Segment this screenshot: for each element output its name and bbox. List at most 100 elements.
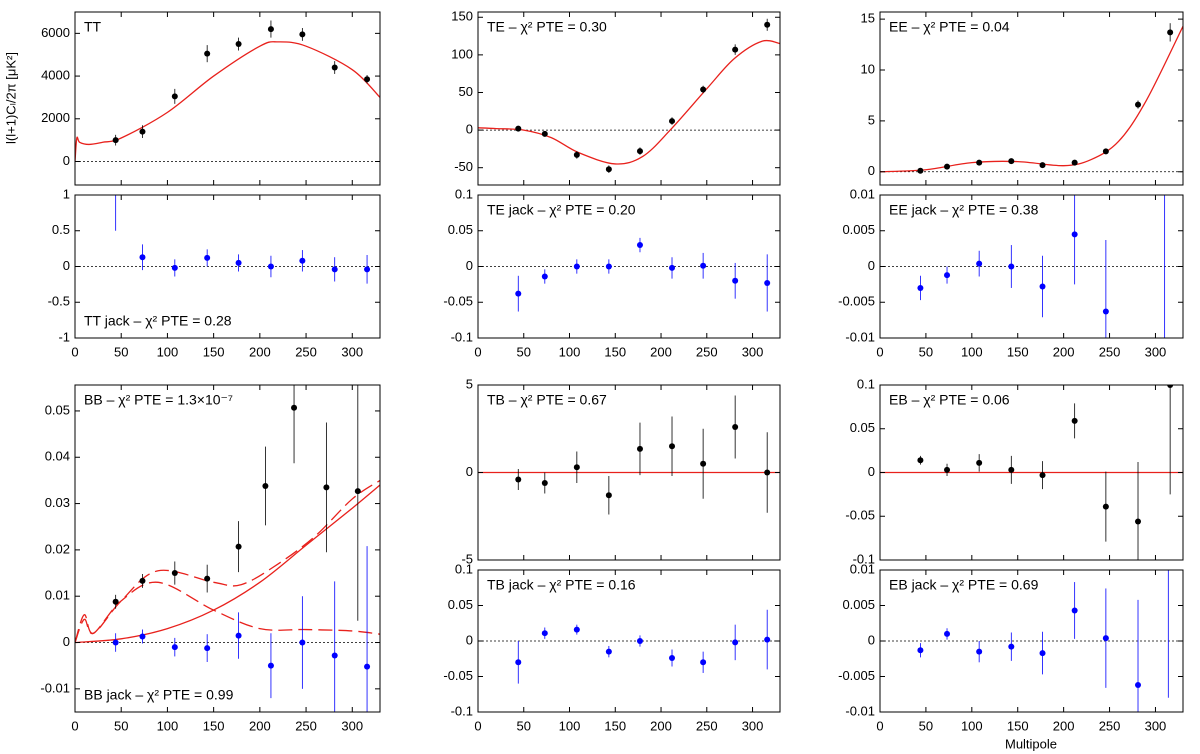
data-point — [267, 263, 274, 270]
x-tick-label: 300 — [742, 344, 764, 359]
panel: -5 0 5 TB – χ² PTE = 0.67 — [461, 376, 781, 566]
panel-label: TE – χ² PTE = 0.30 — [487, 19, 607, 35]
y-tick-label: 0.02 — [45, 541, 70, 556]
plot-area — [880, 12, 1183, 185]
data-point — [1135, 518, 1142, 525]
x-tick-label: 50 — [919, 718, 933, 733]
data-point — [669, 443, 676, 450]
plot-content — [880, 195, 1183, 338]
y-tick-label: -0.1 — [451, 703, 473, 718]
data-point — [732, 46, 739, 53]
x-tick-label: 0 — [876, 718, 883, 733]
x-tick-label: 150 — [604, 718, 626, 733]
plot-content — [478, 395, 780, 515]
data-point — [1071, 231, 1078, 238]
data-point — [917, 167, 924, 174]
x-tick-label: 150 — [1007, 718, 1029, 733]
x-tick-label: 50 — [919, 344, 933, 359]
x-tick-label: 50 — [114, 344, 128, 359]
data-point — [605, 492, 612, 499]
data-point — [139, 633, 146, 640]
y-tick-label: 0 — [63, 258, 70, 273]
data-point — [1102, 503, 1109, 510]
y-tick-label: 0.1 — [455, 561, 473, 576]
x-tick-label: 250 — [295, 718, 317, 733]
y-tick-label: -0.5 — [48, 294, 70, 309]
x-axis-label: Multipole — [1005, 736, 1057, 751]
y-tick-label: 100 — [451, 46, 473, 61]
data-point — [1008, 158, 1015, 165]
data-point — [541, 630, 548, 637]
data-point — [204, 254, 211, 261]
data-point — [605, 166, 612, 173]
plot-content — [75, 385, 380, 712]
panel-label: TB – χ² PTE = 0.67 — [487, 392, 607, 408]
y-tick-label: 0 — [466, 122, 473, 137]
data-point — [112, 598, 119, 605]
y-tick-label: 6000 — [41, 25, 70, 40]
data-point — [112, 639, 119, 646]
panel-label: EE – χ² PTE = 0.04 — [889, 19, 1010, 35]
data-point — [573, 626, 580, 633]
panel-label: TT — [84, 19, 102, 35]
y-tick-label: 0 — [466, 258, 473, 273]
data-point — [636, 638, 643, 644]
data-point — [235, 259, 242, 266]
data-point — [700, 262, 707, 269]
data-point — [515, 659, 522, 666]
data-point — [976, 459, 983, 466]
y-tick-label: 0 — [868, 258, 875, 273]
y-tick-label: 2000 — [41, 110, 70, 125]
y-tick-label: -5 — [461, 551, 473, 566]
panel-label: BB – χ² PTE = 1.3×10⁻⁷ — [84, 392, 233, 408]
y-tick-label: 0.04 — [45, 449, 70, 464]
x-tick-label: 250 — [295, 344, 317, 359]
x-tick-label: 0 — [474, 344, 481, 359]
y-tick-label: -0.1 — [853, 551, 875, 566]
data-point — [235, 543, 242, 550]
data-point — [1102, 148, 1109, 155]
data-point — [262, 482, 269, 489]
x-tick-label: 200 — [650, 718, 672, 733]
data-point — [1008, 263, 1015, 270]
model-curve — [478, 39, 780, 165]
data-point — [732, 639, 739, 646]
plot-content — [478, 237, 780, 312]
data-point — [235, 632, 242, 639]
data-point — [267, 26, 274, 33]
x-tick-label: 100 — [961, 344, 983, 359]
x-tick-label: 100 — [157, 718, 179, 733]
plot-area — [75, 385, 380, 712]
y-tick-label: 10 — [861, 61, 875, 76]
panel: -0.01 0 0.01 0.02 0.03 0.04 0.05 0 50 100 150 200 25… — [40, 384, 381, 733]
panel: -0.01 -0.005 0 0.005 0.01 0 50 100 150 200 250 300 E… — [838, 561, 1184, 733]
x-tick-label: 50 — [114, 718, 128, 733]
axes-frame — [74, 384, 381, 713]
data-point — [267, 662, 274, 669]
plot-content — [880, 385, 1183, 560]
data-point — [764, 636, 771, 643]
y-tick-label: 15 — [861, 11, 875, 26]
panel-label: TE jack – χ² PTE = 0.20 — [487, 202, 636, 218]
data-point — [700, 659, 707, 666]
y-tick-label: 1 — [63, 186, 70, 201]
data-point — [364, 663, 371, 670]
y-tick-label: 0.1 — [857, 376, 875, 391]
data-point — [1039, 650, 1046, 657]
x-tick-label: 200 — [1053, 718, 1075, 733]
y-tick-label: 0 — [63, 153, 70, 168]
data-point — [732, 277, 739, 284]
plot-content — [478, 609, 780, 684]
data-point — [700, 86, 707, 93]
data-point — [541, 130, 548, 137]
y-tick-label: 0.01 — [850, 186, 875, 201]
y-tick-label: 0 — [466, 632, 473, 647]
x-tick-label: 200 — [650, 344, 672, 359]
y-tick-label: 0.5 — [52, 222, 70, 237]
data-point — [541, 273, 548, 280]
data-point — [171, 570, 178, 577]
x-tick-label: 50 — [517, 344, 531, 359]
x-tick-label: 100 — [559, 344, 581, 359]
data-point — [364, 266, 371, 273]
